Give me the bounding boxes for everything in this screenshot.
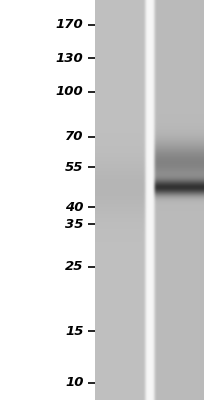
Text: 170: 170 [56, 18, 84, 31]
Text: 70: 70 [65, 130, 84, 143]
Text: 25: 25 [65, 260, 84, 273]
Text: 130: 130 [56, 52, 84, 65]
Text: 15: 15 [65, 325, 84, 338]
Text: 35: 35 [65, 218, 84, 231]
Text: 55: 55 [65, 161, 84, 174]
Text: 10: 10 [65, 376, 84, 389]
Text: 100: 100 [56, 85, 84, 98]
Text: 40: 40 [65, 201, 84, 214]
